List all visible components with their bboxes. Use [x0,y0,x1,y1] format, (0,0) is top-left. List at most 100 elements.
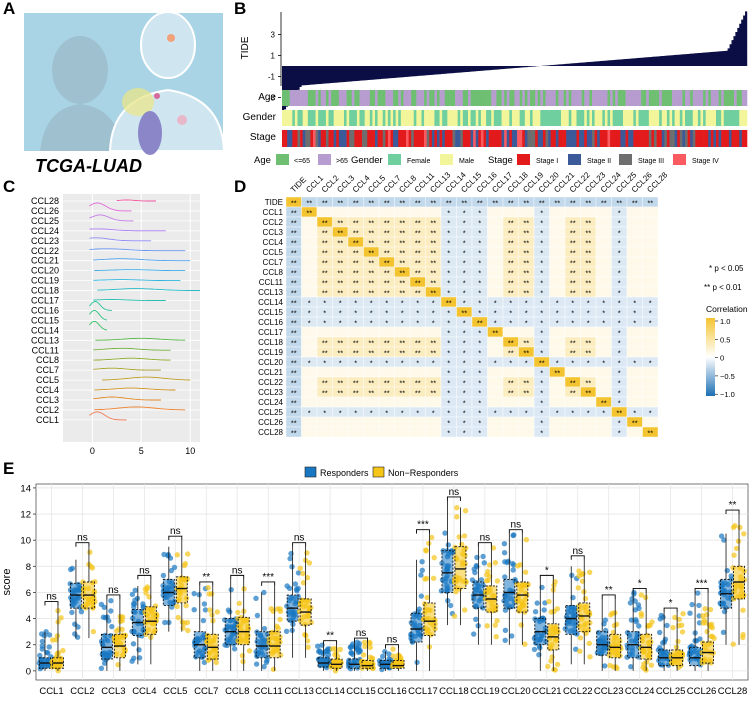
boxplot-point [607,662,613,669]
significance-bracket [539,574,554,580]
heatmap-row-label: CCL18 [258,338,283,347]
heatmap-cell [487,226,504,238]
age-cell [679,90,683,106]
boxplot-point [534,600,540,606]
stage-cell [434,130,438,147]
heatmap-cell [409,326,426,338]
boxplot-point [484,623,490,629]
heatmap-row-label: CCL20 [258,358,283,367]
heatmap-sig-mark: * [447,389,450,398]
heatmap-sig-mark: ** [322,389,328,398]
age-cell [545,90,549,106]
ridge-x-tick-label: 5 [139,446,144,456]
ridge-curve [89,214,134,222]
boxplot-x-label: CCL3 [101,686,125,697]
stage-cell [318,130,322,147]
heatmap-cell [301,386,318,398]
age-cell [581,90,585,106]
gender-cell [289,110,293,126]
gender-cell [545,110,549,126]
boxplot-point [431,555,437,561]
gender-cell [315,110,319,126]
heatmap-cell [595,246,612,258]
age-cell [372,90,376,106]
heatmap-sig-mark: ** [399,279,405,288]
gender-cell [341,110,345,126]
ridge-gene-label: CCL1 [36,415,59,425]
heatmap-row-label: CCL22 [258,378,283,387]
gender-cell [597,110,601,126]
heatmap-sig-mark: ** [508,249,514,258]
stage-cell [532,130,536,147]
boxplot-point [37,652,43,659]
heatmap-cell [549,226,566,238]
boxplot-point [707,606,714,613]
gender-cell [305,110,309,126]
boxplot-box [689,646,702,667]
stage-cell [524,130,528,147]
age-cell [457,90,461,106]
boxplot-point [664,622,670,629]
stage-cell [367,130,371,147]
age-cell [664,90,668,106]
ridge-curve [89,202,132,212]
heatmap-sig-mark: * [323,409,326,418]
heatmap-sig-mark: ** [508,219,514,228]
stage-cell [633,130,637,147]
stage-cell [429,130,433,147]
boxplot-point [461,533,468,539]
heatmap-sig-mark: * [339,319,342,328]
heatmap-sig-mark: ** [322,249,328,258]
heatmap-sig-mark: * [447,209,450,218]
gender-cell [617,110,621,126]
boxplot-point [390,646,396,652]
boxplot-y-tick-label: 10 [20,536,31,547]
tide-tick-label: -3 [268,94,276,103]
gender-cell [739,110,743,126]
abdomen-dot [177,115,187,125]
heatmap-sig-mark: * [401,319,404,328]
heatmap-sig-mark: ** [353,239,359,248]
heatmap-cell [642,416,659,428]
boxplot-point [292,581,299,587]
boxplot-point [504,559,510,566]
stage-cell [726,130,730,147]
gender-cell [674,110,678,126]
gender-cell [537,110,541,126]
heatmap-sig-mark: ** [430,199,436,208]
stage-cell [659,130,663,147]
gender-cell [375,110,378,126]
age-cell [659,90,663,106]
heatmap-sig-mark: * [308,309,311,318]
heatmap-sig-mark: ** [570,199,576,208]
heatmap-sig-mark: * [354,409,357,418]
boxplot-point [418,593,424,599]
stage-cell [527,130,531,147]
heatmap-sig-mark: ** [585,379,591,388]
boxplot-point [169,604,175,610]
significance-label: ns [511,520,522,531]
heatmap-sig-mark: * [416,319,419,328]
boxplot-point [462,607,468,613]
boxplot-point [130,641,137,647]
heatmap-row-label: CCL13 [258,288,283,297]
heatmap-sig-mark: * [463,259,466,268]
boxplot-point [325,646,331,652]
heatmap-sig-mark: * [633,409,636,418]
heatmap-sig-mark: ** [570,229,576,238]
heatmap-sig-mark: * [509,309,512,318]
stage-cell [522,130,526,147]
boxplot-point [68,566,74,573]
gender-cell [625,110,629,126]
sig-legend-two-star: ** p < 0.01 [704,283,742,292]
heatmap-sig-mark: * [602,359,605,368]
heatmap-sig-mark: * [494,359,497,368]
gender-cell [672,110,675,126]
stage-cell [362,130,365,147]
gender-cell [475,110,479,126]
heatmap-cell [394,426,411,438]
ridge-curve [93,347,171,351]
colorbar-tick-label: −1.0 [720,390,735,399]
heatmap-sig-mark: * [354,319,357,328]
gender-cell [703,110,706,126]
